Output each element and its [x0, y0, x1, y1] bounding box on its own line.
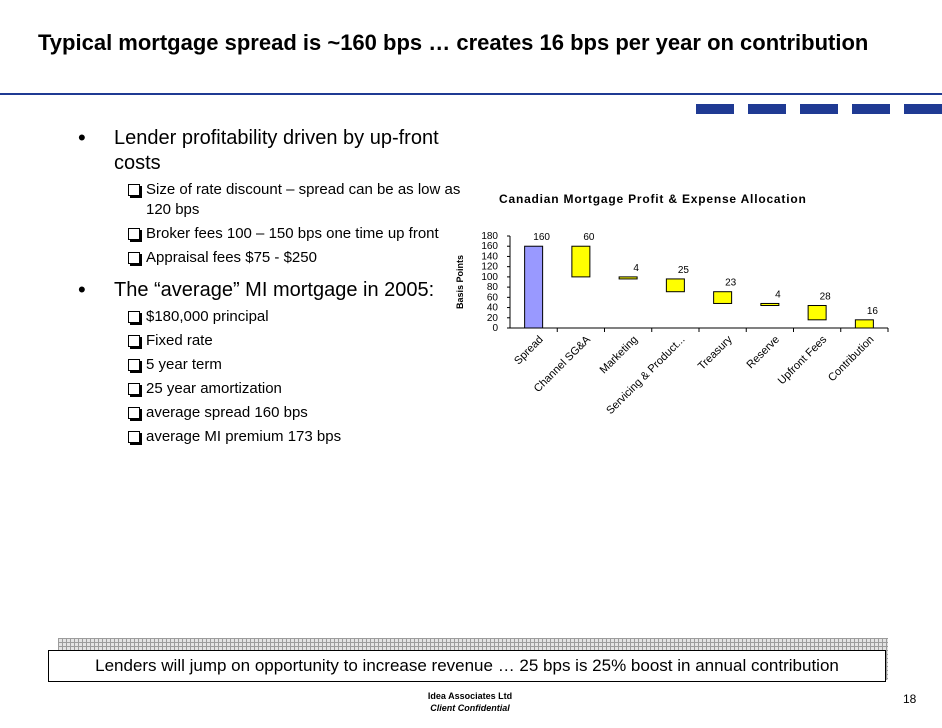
y-tick-label: 0	[492, 323, 498, 334]
data-label: 23	[725, 278, 737, 289]
accent-block	[852, 104, 890, 114]
accent-blocks	[696, 104, 942, 114]
bar	[760, 302, 780, 307]
accent-block	[800, 104, 838, 114]
sub-bullet-text: Size of rate discount – spread can be as…	[146, 181, 461, 218]
sub-bullet-text: Appraisal fees $75 - $250	[146, 249, 317, 266]
bullet-text: The “average” MI mortgage in 2005:	[114, 279, 435, 301]
chart-title: Canadian Mortgage Profit & Expense Alloc…	[499, 192, 807, 206]
bullet-item: • The “average” MI mortgage in 2005:	[70, 277, 470, 303]
sub-bullet-item: average spread 160 bps	[114, 403, 470, 423]
bar	[854, 319, 874, 329]
title-rule	[0, 93, 942, 95]
bar	[807, 305, 827, 321]
accent-block	[748, 104, 786, 114]
sub-bullet-item: Appraisal fees $75 - $250	[114, 248, 470, 268]
y-tick-label: 180	[481, 231, 498, 242]
footer-confidential: Client Confidential	[430, 703, 510, 713]
y-tick-label: 140	[481, 251, 498, 262]
sub-bullet-text: Broker fees 100 – 150 bps one time up fr…	[146, 225, 439, 242]
checkbox-icon	[128, 335, 140, 347]
sub-bullet-item: 25 year amortization	[114, 379, 470, 399]
slide-title: Typical mortgage spread is ~160 bps … cr…	[38, 30, 869, 55]
data-label: 25	[678, 265, 690, 276]
sub-bullet-item: Size of rate discount – spread can be as…	[114, 180, 470, 220]
sub-bullet-list: Size of rate discount – spread can be as…	[114, 180, 470, 268]
y-tick-label: 120	[481, 262, 498, 273]
checkbox-icon	[128, 431, 140, 443]
bar	[618, 276, 638, 280]
y-tick-label: 20	[487, 313, 499, 324]
checkbox-icon	[128, 184, 140, 196]
sub-bullet-text: average spread 160 bps	[146, 404, 308, 421]
data-label: 4	[633, 263, 639, 274]
footer: Idea Associates Ltd Client Confidential	[360, 690, 580, 714]
footer-company: Idea Associates Ltd	[427, 691, 513, 701]
category-label: Marketing	[598, 334, 641, 377]
sub-bullet-list: $180,000 principal Fixed rate 5 year ter…	[114, 307, 470, 447]
y-tick-label: 40	[487, 303, 499, 314]
bullet-item: • Lender profitability driven by up-fron…	[70, 125, 470, 176]
sub-bullet-item: average MI premium 173 bps	[114, 427, 470, 447]
page-number: 18	[903, 692, 917, 706]
checkbox-icon	[128, 228, 140, 240]
bullet-dot-icon: •	[78, 277, 86, 302]
sub-bullet-text: $180,000 principal	[146, 308, 269, 325]
sub-bullet-text: 25 year amortization	[146, 380, 282, 397]
sub-bullet-text: average MI premium 173 bps	[146, 428, 342, 445]
category-label: Servicing & Product...	[604, 334, 687, 417]
checkbox-icon	[128, 311, 140, 323]
data-label: 4	[775, 289, 781, 300]
sub-bullet-item: 5 year term	[114, 355, 470, 375]
data-label: 28	[820, 292, 832, 303]
sub-bullet-item: $180,000 principal	[114, 307, 470, 327]
bullet-text: Lender profitability driven by up-front …	[114, 127, 439, 174]
bar	[665, 278, 685, 293]
bar	[571, 245, 591, 278]
y-tick-label: 160	[481, 241, 498, 252]
sub-bullet-text: 5 year term	[146, 356, 222, 373]
accent-block	[696, 104, 734, 114]
takeaway-banner: Lenders will jump on opportunity to incr…	[48, 650, 886, 682]
category-label: Spread	[512, 334, 546, 368]
category-label: Contribution	[826, 334, 876, 384]
category-label: Upfront Fees	[776, 333, 830, 387]
category-label: Reserve	[745, 334, 782, 371]
bar	[713, 291, 733, 304]
checkbox-icon	[128, 407, 140, 419]
y-tick-label: 100	[481, 272, 498, 283]
checkbox-icon	[128, 359, 140, 371]
data-label: 160	[533, 232, 550, 243]
checkbox-icon	[128, 252, 140, 264]
sub-bullet-item: Fixed rate	[114, 331, 470, 351]
y-tick-label: 80	[487, 282, 499, 293]
sub-bullet-text: Fixed rate	[146, 332, 213, 349]
data-label: 60	[583, 232, 595, 243]
bar	[524, 245, 544, 329]
sub-bullet-item: Broker fees 100 – 150 bps one time up fr…	[114, 224, 470, 244]
category-label: Treasury	[696, 333, 735, 372]
y-tick-label: 60	[487, 292, 499, 303]
checkbox-icon	[128, 383, 140, 395]
bullet-list: • Lender profitability driven by up-fron…	[70, 125, 470, 457]
y-axis-title: Basis Points	[455, 255, 465, 309]
accent-block	[904, 104, 942, 114]
bullet-dot-icon: •	[78, 125, 86, 150]
data-label: 16	[867, 306, 879, 317]
